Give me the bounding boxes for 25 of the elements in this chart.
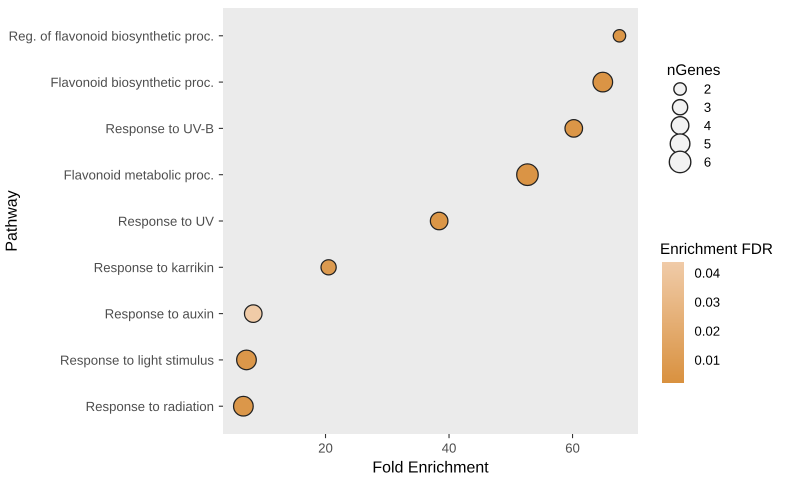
color-bar-label: 0.04 [694, 268, 720, 278]
y-tick-label: Response to UV-B [106, 124, 214, 136]
legend-label: 2 [704, 84, 710, 94]
y-tick-label: Response to light stimulus [61, 355, 214, 368]
legend-label: 6 [704, 157, 711, 167]
legend-label: 3 [704, 102, 711, 112]
color-bar-title: Enrichment FDR [661, 242, 772, 254]
x-axis-title: Fold Enrichment [374, 460, 489, 473]
x-tick-label: 40 [442, 443, 456, 453]
y-axis-title: Pathway [5, 190, 20, 250]
y-tick-label: Flavonoid metabolic proc. [64, 170, 213, 182]
color-bar-label: 0.02 [694, 326, 720, 336]
legend-title: nGenes [668, 64, 720, 76]
color-bar-label: 0.01 [694, 355, 720, 365]
y-tick-label: Response to auxin [106, 308, 214, 322]
y-tick-label: Response to UV [118, 216, 214, 229]
color-bar-label: 0.03 [694, 297, 720, 307]
x-tick-label: 20 [318, 443, 332, 453]
y-tick-label: Reg. of flavonoid biosynthetic proc. [10, 31, 213, 44]
y-tick-label: Response to radiation [86, 401, 214, 414]
y-tick-label: Response to karrikin [94, 262, 214, 275]
legend-label: 4 [704, 121, 711, 130]
x-tick-label: 60 [566, 443, 580, 453]
y-tick-label: Flavonoid biosynthetic proc. [52, 77, 213, 90]
legend-label: 5 [704, 139, 711, 148]
